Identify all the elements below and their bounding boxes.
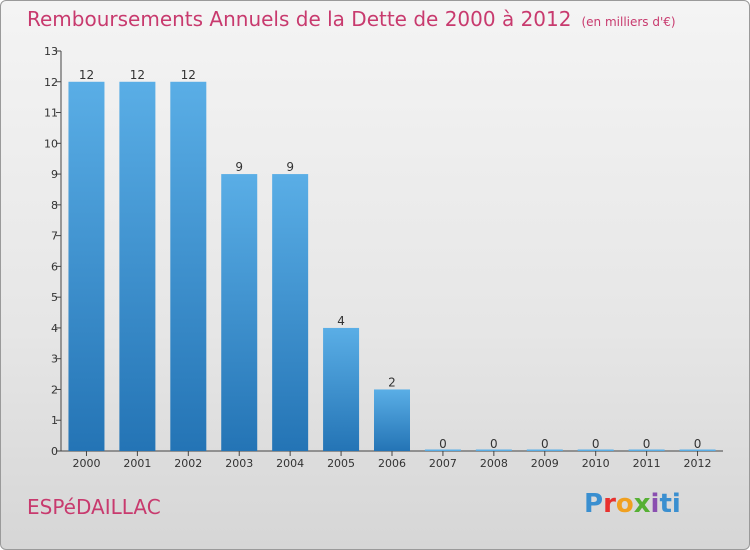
data-label-2006: 2 [388, 375, 396, 389]
y-tick-label: 13 [44, 45, 58, 58]
bar-2004 [272, 174, 309, 452]
chart-title: Remboursements Annuels de la Dette de 20… [27, 7, 676, 31]
data-label-2004: 9 [286, 160, 294, 174]
bar-2002 [170, 81, 207, 452]
chart-subtitle: (en milliers d'€) [581, 15, 676, 29]
logo-part-4: x [633, 489, 651, 519]
y-tick-label: 2 [51, 383, 58, 396]
chart-title-text: Remboursements Annuels de la Dette de 20… [27, 7, 572, 31]
y-tick-label: 5 [51, 291, 58, 304]
labels: 12 2000 12 2001 12 2002 9 2003 9 2004 4 2005 2 2006 0 2… [72, 68, 711, 470]
bar-2005 [323, 327, 360, 451]
x-tick-label-2011: 2011 [633, 457, 661, 470]
logo-part-1: P [584, 489, 604, 519]
x-tick-label-2005: 2005 [327, 457, 355, 470]
x-tick-label-2000: 2000 [72, 457, 100, 470]
x-tick-label-2008: 2008 [480, 457, 508, 470]
logo-part-5: i [650, 489, 660, 519]
y-tick-label: 8 [51, 199, 58, 212]
data-label-2005: 4 [337, 314, 345, 328]
bar-2010 [577, 449, 614, 451]
bar-2011 [628, 449, 665, 451]
y-tick-label: 4 [51, 322, 58, 335]
proxiti-logo: Proxiti [584, 489, 681, 519]
x-tick-label-2003: 2003 [225, 457, 253, 470]
y-tick-label: 1 [51, 414, 58, 427]
bar-2001 [119, 81, 156, 452]
x-tick-label-2012: 2012 [684, 457, 712, 470]
bar-2006 [374, 389, 410, 451]
bar-2003 [221, 174, 258, 452]
x-tick-label-2004: 2004 [276, 457, 304, 470]
data-label-2010: 0 [592, 437, 600, 451]
bar-2008 [475, 449, 512, 451]
bar-2000 [68, 81, 105, 452]
y-tick-label: 6 [51, 260, 58, 273]
y-tick-label: 9 [51, 168, 58, 181]
data-label-2011: 0 [643, 437, 651, 451]
y-tick-label: 3 [51, 353, 58, 366]
data-label-2001: 12 [130, 68, 145, 82]
y-tick-label: 11 [44, 107, 58, 120]
data-label-2008: 0 [490, 437, 498, 451]
logo-part-3: o [615, 489, 634, 519]
data-label-2012: 0 [694, 437, 702, 451]
x-tick-label-2009: 2009 [531, 457, 559, 470]
bar-2009 [526, 449, 563, 451]
y-tick-label: 10 [44, 137, 58, 150]
commune-name: ESPéDAILLAC [27, 495, 161, 519]
x-tick-label-2007: 2007 [429, 457, 457, 470]
y-tick-label: 0 [51, 445, 58, 458]
data-label-2009: 0 [541, 437, 549, 451]
bar-2007 [424, 449, 461, 451]
data-label-2000: 12 [79, 68, 94, 82]
y-tick-label: 7 [51, 230, 58, 243]
data-label-2007: 0 [439, 437, 447, 451]
data-label-2003: 9 [235, 160, 243, 174]
logo-part-6: ti [659, 489, 681, 519]
bars [68, 81, 716, 452]
logo-part-2: r [603, 489, 616, 519]
x-tick-label-2010: 2010 [582, 457, 610, 470]
x-tick-label-2002: 2002 [174, 457, 202, 470]
y-tick-label: 12 [44, 76, 58, 89]
x-tick-label-2001: 2001 [123, 457, 151, 470]
bar-2012 [679, 449, 716, 451]
data-label-2002: 12 [181, 68, 196, 82]
x-tick-label-2006: 2006 [378, 457, 406, 470]
